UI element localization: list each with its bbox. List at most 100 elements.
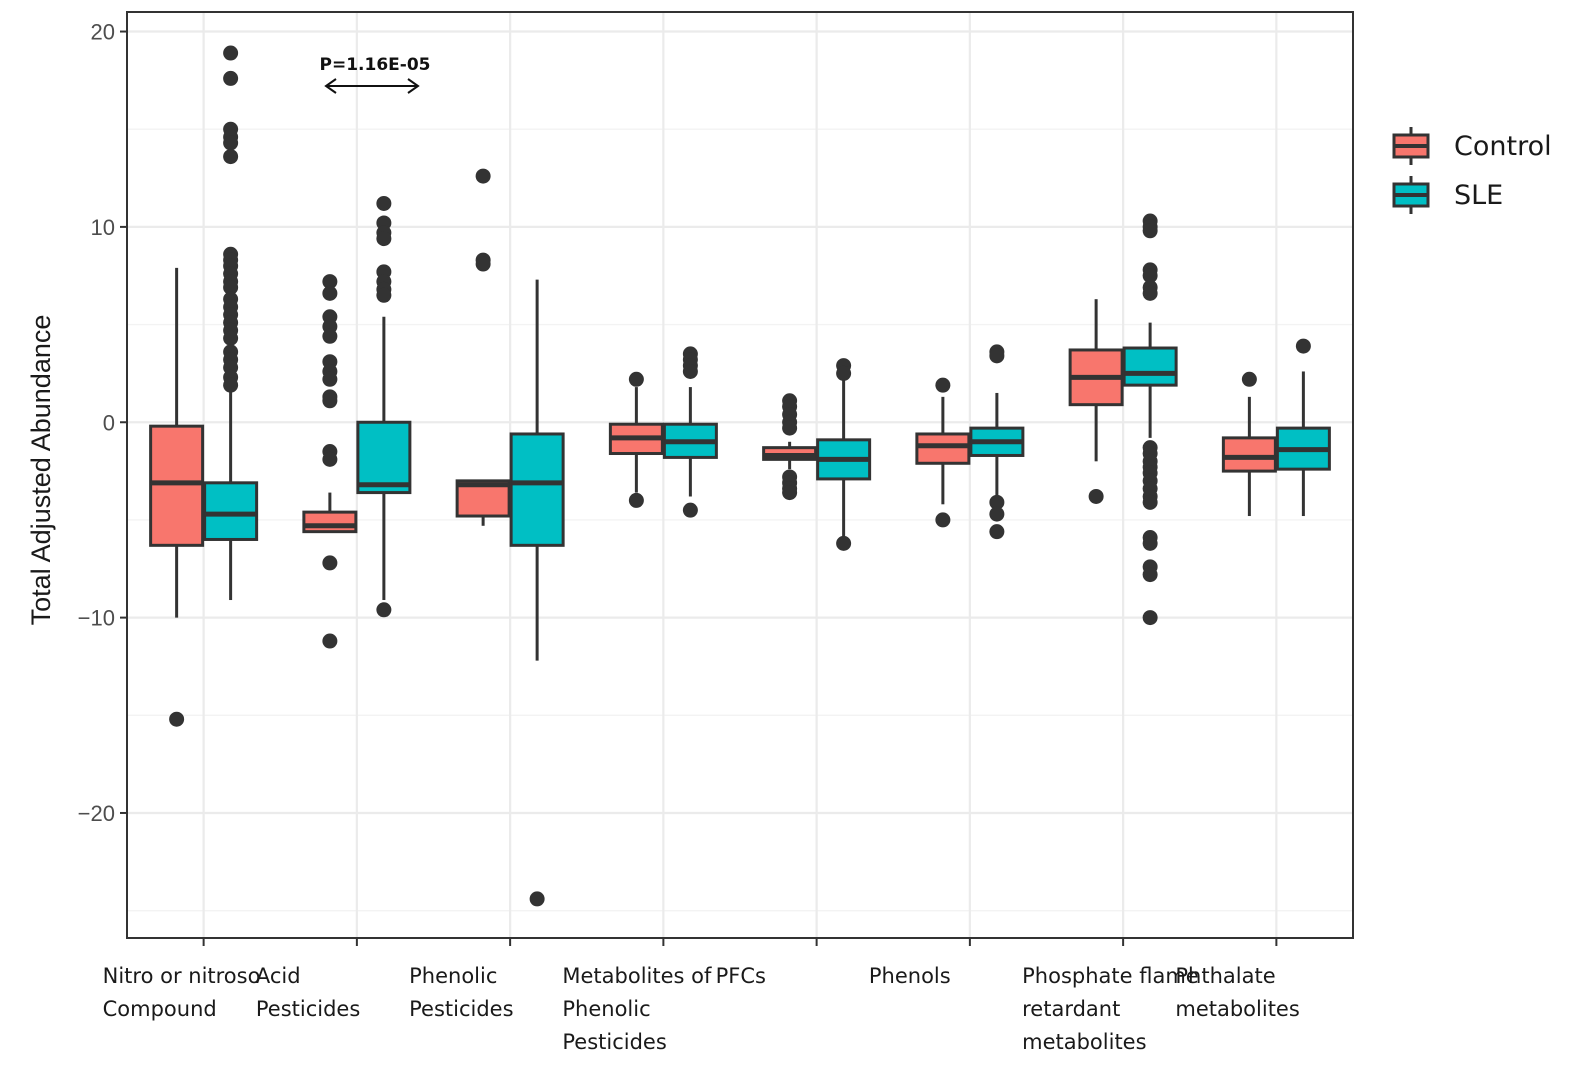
y-axis-title: Total Adjusted Abundance [26, 315, 56, 626]
outlier-point [322, 555, 338, 571]
legend: Control SLE [1392, 127, 1552, 214]
outlier-point [682, 502, 698, 518]
x-tick-label: Phenols [869, 964, 951, 988]
outlier-point [376, 287, 392, 303]
legend-item-sle: SLE [1392, 176, 1503, 214]
outlier-point [376, 231, 392, 247]
box-sle [1275, 338, 1331, 517]
x-tick-label-line: metabolites [1175, 997, 1299, 1021]
outlier-point [322, 371, 338, 387]
x-tick-label: Phenolic Pesticides [409, 964, 513, 1021]
x-tick-label: Phthalate metabolites [1175, 964, 1299, 1021]
boxes-layer [149, 45, 1331, 907]
outlier-point [1142, 223, 1158, 239]
outlier-point [322, 451, 338, 467]
x-tick-label-line: Phosphate flame [1022, 964, 1199, 988]
x-tick-label-line: Phenols [869, 964, 951, 988]
box-sle [1122, 213, 1178, 626]
iqr-box [203, 481, 259, 541]
x-axis: Nitro or nitrosoCompoundAcidPesticidesPh… [103, 938, 1300, 1054]
x-tick-label: Metabolites of Phenolic Pesticides [562, 964, 712, 1054]
arrow-head-left [324, 78, 337, 94]
iqr-box [302, 510, 358, 534]
x-tick-label-line: Compound [103, 997, 217, 1021]
outlier-point [223, 377, 239, 393]
y-tick-label: −20 [78, 801, 115, 826]
outlier-point [529, 891, 545, 907]
legend-key-icon [1392, 176, 1430, 214]
box-control [1221, 371, 1277, 517]
x-tick-label-line: Pesticides [256, 997, 360, 1021]
x-tick-label-line: Phenolic [562, 997, 650, 1021]
x-tick-label: Nitro or nitroso Compound [103, 964, 261, 1021]
outlier-point [1142, 535, 1158, 551]
y-tick-label: 10 [91, 215, 115, 240]
outlier-point [223, 149, 239, 165]
box-sle [662, 346, 718, 518]
box-control [455, 168, 511, 526]
x-tick-label-line: Phthalate [1175, 964, 1275, 988]
x-tick-label-line: Pesticides [562, 1030, 666, 1054]
outlier-point [322, 328, 338, 344]
iqr-box [1122, 346, 1178, 387]
outlier-point [935, 512, 951, 528]
x-tick-label-line: Phenolic [409, 964, 497, 988]
x-tick-label-line: retardant [1022, 997, 1120, 1021]
legend-label: SLE [1454, 180, 1503, 211]
outlier-point [989, 524, 1005, 540]
outlier-point [1241, 371, 1257, 387]
outlier-point [1142, 610, 1158, 626]
box-sle [356, 195, 412, 618]
box-control [915, 377, 971, 528]
x-tick-label-line: Pesticides [409, 997, 513, 1021]
outlier-point [223, 279, 239, 295]
outlier-point [322, 274, 338, 290]
x-tick-label-line: Nitro or nitroso [103, 964, 261, 988]
y-tick-label: −10 [78, 606, 115, 631]
outlier-point [1142, 567, 1158, 583]
outlier-point [935, 377, 951, 393]
outlier-point [223, 45, 239, 61]
p-value-annotation: P=1.16E-05 [320, 55, 430, 94]
x-tick-label-line: Acid [256, 964, 301, 988]
outlier-point [989, 348, 1005, 364]
outlier-point [223, 70, 239, 86]
outlier-point [782, 420, 798, 436]
outlier-point [223, 330, 239, 346]
outlier-point [836, 535, 852, 551]
iqr-box [356, 420, 412, 495]
box-sle [203, 45, 259, 601]
outlier-point [628, 492, 644, 508]
outlier-point [1142, 494, 1158, 510]
y-axis: 20 10 0 −10 −20 [78, 20, 127, 826]
gridlines [127, 12, 1353, 938]
outlier-point [376, 195, 392, 211]
x-tick-label: PFCs [716, 964, 766, 988]
outlier-point [1142, 285, 1158, 301]
double-arrow-icon [324, 78, 420, 94]
iqr-box [1221, 436, 1277, 473]
outlier-point [836, 365, 852, 381]
outlier-point [1142, 268, 1158, 284]
outlier-point [989, 494, 1005, 510]
arrow-head-right [407, 78, 420, 94]
y-tick-label: 0 [103, 410, 115, 435]
outlier-point [223, 135, 239, 151]
outlier-point [1295, 338, 1311, 354]
outlier-point [322, 393, 338, 409]
outlier-point [782, 485, 798, 501]
outlier-point [169, 711, 185, 727]
y-tick-label: 20 [91, 20, 115, 45]
x-tick-label-line: Metabolites of [562, 964, 712, 988]
outlier-point [475, 168, 491, 184]
legend-key-icon [1392, 127, 1430, 165]
box-control [149, 267, 205, 727]
outlier-point [989, 506, 1005, 522]
box-control [302, 274, 358, 649]
iqr-box [915, 432, 971, 465]
x-tick-label-line: PFCs [716, 964, 766, 988]
box-sle [816, 358, 872, 551]
box-sle [969, 344, 1025, 540]
box-sle [509, 279, 565, 907]
outlier-point [322, 285, 338, 301]
